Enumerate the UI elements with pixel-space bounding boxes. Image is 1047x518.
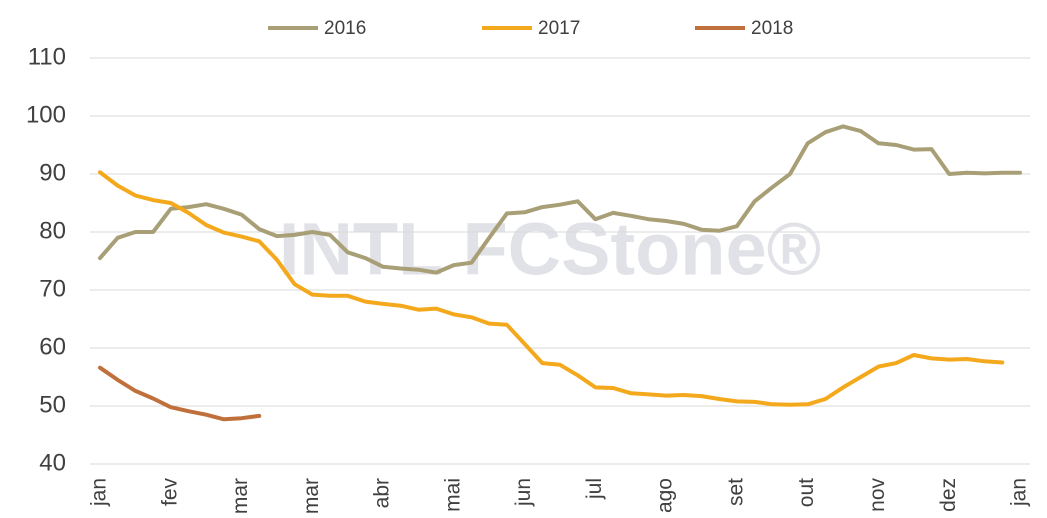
x-tick-label: out [795, 478, 818, 507]
x-tick-label: dez [937, 478, 960, 512]
x-tick-label: jul [583, 478, 606, 500]
line-series [98, 365, 262, 422]
x-tick-label: mai [441, 478, 464, 512]
legend-label: 2018 [751, 18, 793, 39]
x-tick-label: set [724, 478, 747, 506]
x-tick-label: mar [300, 478, 323, 514]
y-tick-label: 40 [39, 449, 66, 476]
legend-label: 2016 [324, 18, 366, 39]
x-tick-label: abr [371, 478, 394, 508]
y-tick-label: 80 [39, 217, 66, 244]
line-series [98, 170, 1005, 407]
y-tick-label: 50 [39, 391, 66, 418]
y-tick-label: 90 [39, 159, 66, 186]
watermark: INTL FCStone® [279, 208, 821, 291]
y-tick-label: 70 [39, 275, 66, 302]
y-tick-label: 100 [26, 101, 66, 128]
y-tick-label: 60 [39, 333, 66, 360]
x-tick-label: ago [654, 478, 677, 513]
x-tick-label: jan [88, 478, 111, 507]
line-series [98, 124, 1022, 275]
x-tick-label: jan [1008, 478, 1031, 507]
legend-label: 2017 [538, 18, 580, 39]
x-tick-label: fev [158, 478, 181, 507]
x-tick-label: jun [512, 478, 535, 507]
y-tick-label: 110 [28, 43, 66, 70]
x-tick-label: mar [229, 478, 252, 514]
x-tick-label: nov [866, 478, 889, 512]
